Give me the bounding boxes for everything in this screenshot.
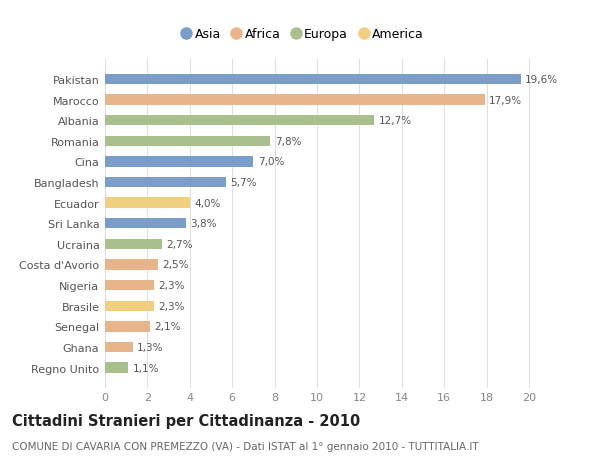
Bar [105,95,485,106]
Text: 2,3%: 2,3% [158,301,185,311]
Bar [105,260,158,270]
Bar [105,218,185,229]
Text: 12,7%: 12,7% [379,116,412,126]
Bar [105,363,128,373]
Bar [105,280,154,291]
Text: 4,0%: 4,0% [194,198,220,208]
Bar [105,178,226,188]
Text: 3,8%: 3,8% [190,219,217,229]
Text: 2,5%: 2,5% [162,260,189,270]
Bar [105,301,154,311]
Text: 2,7%: 2,7% [166,239,193,249]
Bar [105,198,190,208]
Bar [105,342,133,353]
Text: 19,6%: 19,6% [525,75,558,85]
Text: 2,1%: 2,1% [154,322,180,332]
Text: 7,0%: 7,0% [257,157,284,167]
Bar [105,157,253,167]
Legend: Asia, Africa, Europa, America: Asia, Africa, Europa, America [178,23,428,46]
Text: Cittadini Stranieri per Cittadinanza - 2010: Cittadini Stranieri per Cittadinanza - 2… [12,413,360,428]
Bar [105,136,271,146]
Text: COMUNE DI CAVARIA CON PREMEZZO (VA) - Dati ISTAT al 1° gennaio 2010 - TUTTITALIA: COMUNE DI CAVARIA CON PREMEZZO (VA) - Da… [12,441,479,451]
Bar [105,239,162,250]
Text: 1,1%: 1,1% [133,363,159,373]
Text: 2,3%: 2,3% [158,280,185,291]
Text: 7,8%: 7,8% [275,136,301,146]
Text: 5,7%: 5,7% [230,178,257,188]
Text: 17,9%: 17,9% [489,95,522,105]
Text: 1,3%: 1,3% [137,342,163,352]
Bar [105,321,149,332]
Bar [105,116,374,126]
Bar [105,74,521,85]
